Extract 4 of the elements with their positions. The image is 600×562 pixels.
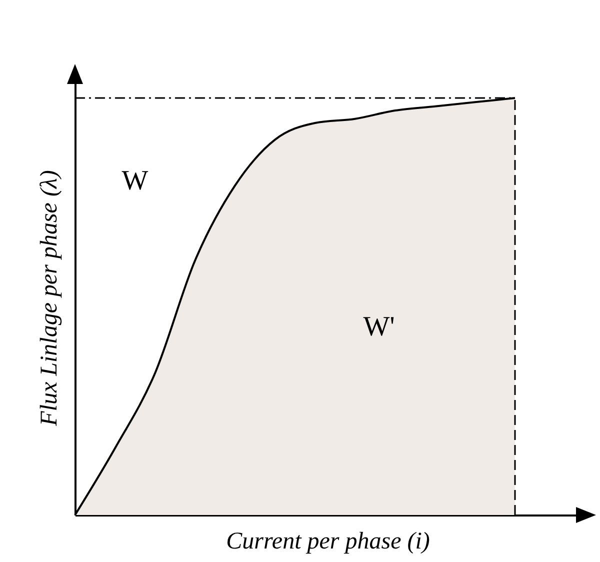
annotation: W xyxy=(122,165,149,196)
annotation: W' xyxy=(363,311,395,342)
x-axis-title: Current per phase (i) xyxy=(226,528,430,554)
y-axis-title: Flux Linlage per phase (λ) xyxy=(36,170,62,427)
